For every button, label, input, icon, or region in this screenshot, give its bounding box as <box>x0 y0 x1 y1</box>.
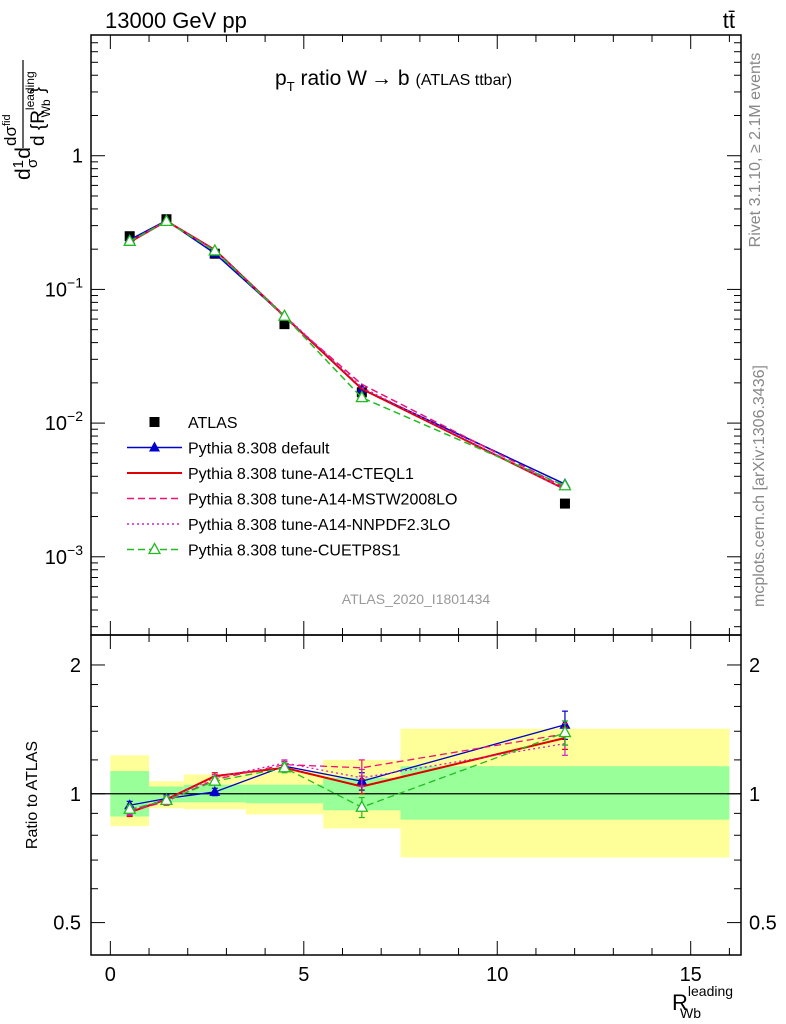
xlabel-sub: Wb <box>680 1005 701 1021</box>
legend-label-cuetp8s1: Pythia 8.308 tune-CUETP8S1 <box>188 543 401 560</box>
series-cuetp8s1 <box>123 213 572 491</box>
ratio-point-cuetp8s1-1 <box>159 793 174 806</box>
legend-entry-a14_nnpdf: Pythia 8.308 tune-A14-NNPDF2.3LO <box>127 517 450 534</box>
ratio-point-cuetp8s1-2 <box>208 773 222 786</box>
legend: ATLAS Pythia 8.308 default Pythia 8.308 tu… <box>127 415 457 560</box>
ratio-point-cuetp8s1-5 <box>558 725 572 738</box>
plot-title: pT ratio W → b (ATLAS ttbar) <box>275 67 512 94</box>
ratio-y-tick-label: 0.5 <box>53 913 81 935</box>
main-y-tick-exp: −3 <box>67 542 83 558</box>
legend-entry-default: Pythia 8.308 default <box>127 441 330 458</box>
legend-entry-atlas: ATLAS <box>149 415 238 432</box>
ratio-series-cuetp8s1 <box>123 720 572 819</box>
title-small: (ATLAS ttbar) <box>416 72 513 89</box>
mcplots-label: mcplots.cern.ch [arXiv:1306.3436] <box>751 365 768 607</box>
x-tick-label: 5 <box>298 964 309 986</box>
ratio-axis-ticks: 0.5 0.5 1 1 2 2 0 5 10 15 <box>53 635 777 986</box>
ratio-line-a14_nnpdf <box>129 742 566 811</box>
ratio-y-tick-label: 1 <box>70 784 81 806</box>
point-cuetp8s1-2 <box>208 243 222 256</box>
main-y-tick-label: 1 <box>72 146 83 168</box>
ratio-point-default-2 <box>209 785 221 796</box>
main-plot-area <box>123 213 572 509</box>
ratio-line-a14_mstw <box>129 733 566 812</box>
ylabel-frac-num-sup: fid <box>1 114 13 126</box>
x-tick-label: 10 <box>486 964 508 986</box>
point-cuetp8s1-5 <box>558 478 572 491</box>
ylabel-frac-den: d {Rleading Wb} <box>23 71 53 146</box>
legend-entry-a14_cteql1: Pythia 8.308 tune-A14-CTEQL1 <box>127 466 414 483</box>
ylabel-frac-num: dσfid <box>1 114 20 146</box>
main-y-tick-base: 10 <box>45 547 67 569</box>
xlabel-sup: leading <box>688 983 733 999</box>
title-b: b <box>392 67 410 90</box>
legend-label-default: Pythia 8.308 default <box>188 441 330 458</box>
main-y-tick-base: 1 <box>72 146 83 168</box>
legend-label-atlas: ATLAS <box>188 415 238 432</box>
point-cuetp8s1-3 <box>277 308 292 321</box>
ratio-plot-area <box>91 710 741 858</box>
series-atlas <box>124 214 570 509</box>
ratio-y-tick-label: 2 <box>70 655 81 677</box>
main-y-tick-label: 10−1 <box>45 274 83 301</box>
main-panel: 10−310−210−11 pT ratio W → b (ATLAS ttbar)… <box>1 34 742 636</box>
x-tick-label: 0 <box>105 964 116 986</box>
main-y-tick-label: 10−2 <box>45 408 83 435</box>
legend-label-a14_cteql1: Pythia 8.308 tune-A14-CTEQL1 <box>188 466 414 483</box>
process-label: tt̄ <box>723 8 735 33</box>
point-cuetp8s1-0 <box>123 233 137 246</box>
legend-swatch-marker <box>149 441 160 452</box>
ratio-y-tick-label-right: 2 <box>749 655 760 677</box>
series-line-cuetp8s1 <box>129 220 566 487</box>
ylabel-sup: leading <box>23 71 37 110</box>
main-y-tick-exp: −1 <box>67 274 83 290</box>
title-mid: ratio W <box>295 67 368 90</box>
main-y-tick-label: 10−3 <box>45 542 83 569</box>
rivet-label: Rivet 3.1.10, ≥ 2.1M events <box>747 53 764 248</box>
title-p-sub: T <box>287 79 295 94</box>
x-axis-label: Rleading Wb <box>672 983 733 1021</box>
ratio-frame <box>90 634 742 956</box>
ylabel-d2: d <box>12 147 35 159</box>
beam-label: 13000 GeV pp <box>105 8 247 33</box>
ylabel-one: 1 <box>10 160 27 168</box>
point-cuetp8s1-4 <box>355 390 369 403</box>
legend-entry-cuetp8s1: Pythia 8.308 tune-CUETP8S1 <box>127 542 401 560</box>
uncertainty-band-inner-5 <box>400 766 730 820</box>
analysis-label: ATLAS_2020_I1801434 <box>342 591 491 607</box>
svg-text:d1σd: d1σd <box>10 147 41 180</box>
ratio-point-cuetp8s1-4 <box>355 799 369 812</box>
ratio-point-cuetp8s1-0 <box>123 801 137 814</box>
legend-swatch-marker <box>149 417 160 427</box>
ylabel-sub: Wb <box>39 99 53 117</box>
main-axis-ticks: 10−310−210−11 <box>45 34 741 635</box>
ratio-point-cuetp8s1-3 <box>277 760 292 773</box>
xlabel-r: R <box>672 990 688 1015</box>
legend-swatch-marker <box>147 542 162 555</box>
title-arrow: → <box>371 67 392 90</box>
ylabel-d: d <box>12 168 35 180</box>
main-y-tick-base: 10 <box>45 279 67 301</box>
ratio-panel: 0.5 0.5 1 1 2 2 0 5 10 15 Ratio to ATLAS Rleading… <box>24 634 777 1021</box>
main-y-axis-label: d1σd dσfid d {Rleading Wb} <box>1 60 53 180</box>
point-atlas-5 <box>559 498 570 509</box>
ylabel-sigma: σ <box>24 158 41 168</box>
ratio-y-tick-label-right: 1 <box>749 784 760 806</box>
legend-entry-a14_mstw: Pythia 8.308 tune-A14-MSTW2008LO <box>127 492 457 509</box>
ratio-y-tick-label-right: 0.5 <box>749 913 777 935</box>
point-atlas-3 <box>279 319 290 330</box>
title-p: p <box>275 67 287 90</box>
ratio-y-axis-label: Ratio to ATLAS <box>24 741 41 849</box>
legend-label-a14_mstw: Pythia 8.308 tune-A14-MSTW2008LO <box>188 492 457 509</box>
legend-label-a14_nnpdf: Pythia 8.308 tune-A14-NNPDF2.3LO <box>188 517 450 534</box>
ylabel-close: } <box>28 87 49 93</box>
main-y-tick-base: 10 <box>45 413 67 435</box>
ratio-line-cuetp8s1 <box>129 731 566 810</box>
main-y-tick-exp: −2 <box>67 408 83 424</box>
point-cuetp8s1-1 <box>159 213 174 226</box>
x-tick-label: 15 <box>680 964 702 986</box>
